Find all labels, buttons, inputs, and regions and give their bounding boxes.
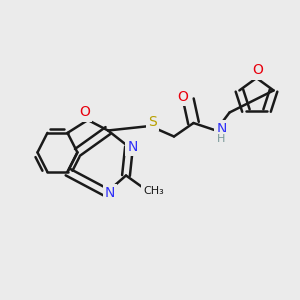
Text: N: N	[128, 140, 138, 154]
Text: O: O	[80, 106, 90, 119]
Text: S: S	[148, 116, 157, 129]
Text: H: H	[217, 134, 226, 144]
Text: O: O	[178, 90, 188, 104]
Text: CH₃: CH₃	[143, 185, 164, 196]
Text: O: O	[253, 64, 263, 77]
Text: N: N	[216, 122, 226, 136]
Text: N: N	[105, 186, 115, 200]
